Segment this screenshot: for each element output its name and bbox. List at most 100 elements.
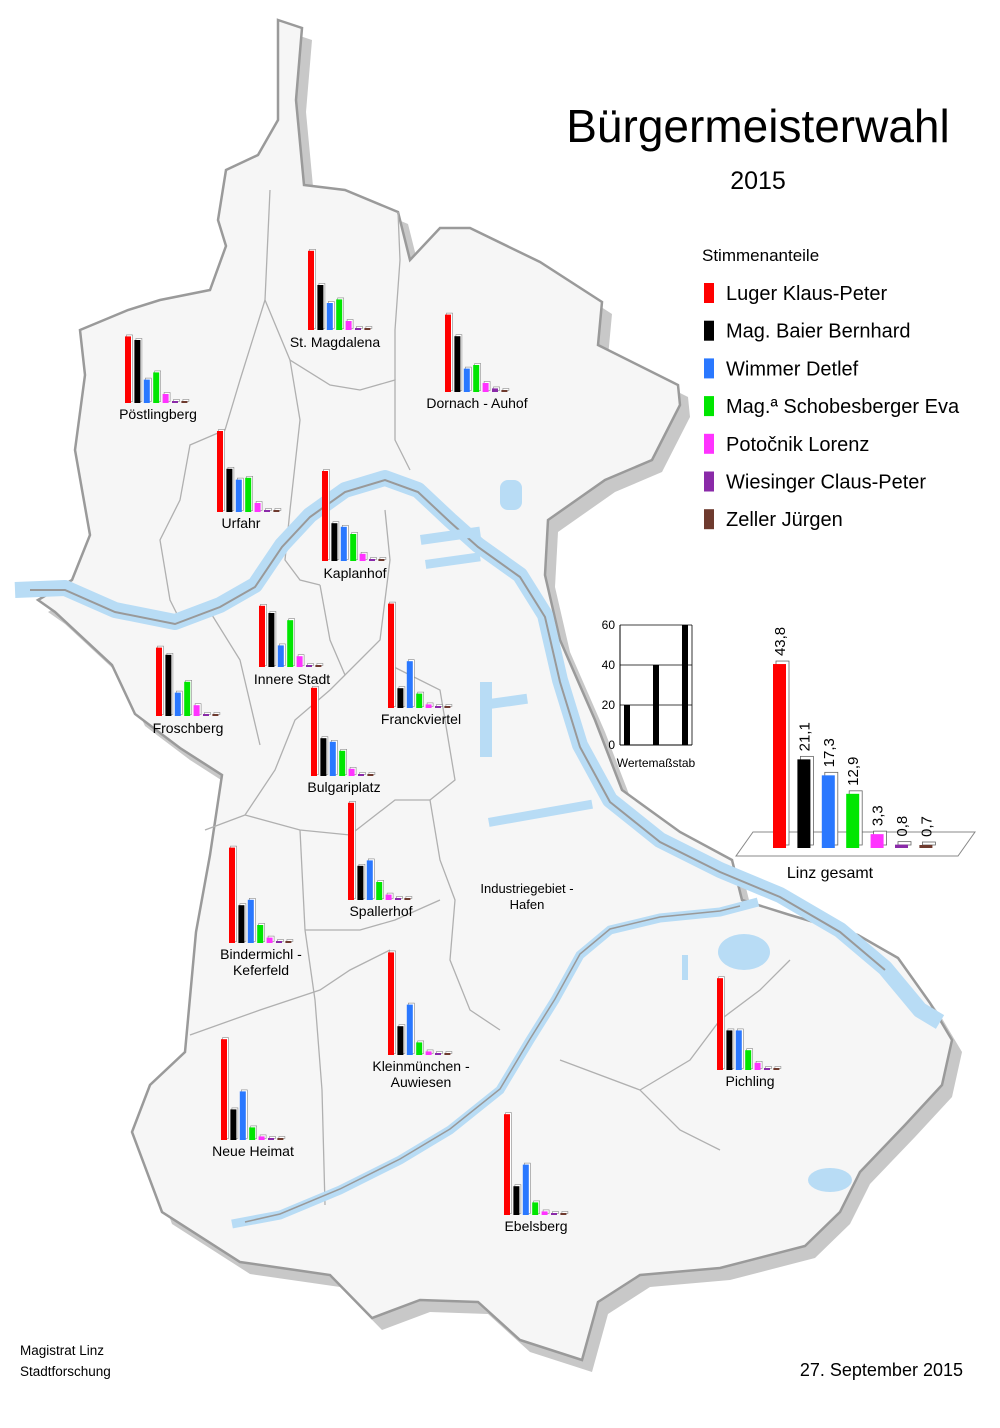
bar-luger-klaus-peter (217, 431, 223, 512)
gesamt-value-label: 12,9 (845, 757, 862, 786)
bar-potocnik-lorenz (425, 704, 432, 708)
bar-wimmer-detlef (247, 899, 254, 943)
bar-potocnik-lorenz (359, 553, 366, 561)
legend-title: Stimmenanteile (702, 246, 819, 265)
bar-potocnik-lorenz (425, 1051, 432, 1055)
district-innere-stadt: Innere Stadt (254, 603, 330, 687)
danube-river-center (30, 478, 886, 971)
bar-wimmer-detlef (174, 692, 181, 716)
bar-wiesinger-claus-peter (355, 328, 361, 330)
district-label: Ebelsberg (504, 1218, 567, 1234)
bar-wiesinger-claus-peter (435, 1053, 441, 1055)
map-year: 2015 (730, 167, 786, 195)
district-charts: St. Magdalena Pöstlingberg Dornach - Auhof… (119, 249, 782, 1234)
district-bulgariplatz: Bulgariplatz (307, 685, 381, 795)
bar-potocnik-lorenz (482, 383, 489, 392)
gesamt-value-label: 0,8 (894, 816, 911, 837)
bar-wimmer-detlef (463, 368, 470, 392)
bar-mag-schobesberger-eva (153, 372, 160, 403)
bar-luger-klaus-peter (504, 1114, 510, 1215)
bar-luger-klaus-peter (125, 336, 131, 403)
bar-potocnik-lorenz (258, 1136, 265, 1140)
district-franckviertel: Franckviertel (381, 601, 461, 727)
bar-zeller-jurgen (181, 401, 188, 403)
gesamt-bar-mag-baier-bernhard (797, 759, 811, 848)
bar-potocnik-lorenz (162, 394, 169, 403)
bar-mag-baier-bernhard (317, 285, 324, 330)
value-scale: 0 20 40 60 Wertemaßstab (602, 618, 696, 770)
traun-river-center (244, 905, 741, 1223)
gesamt-value-label: 17,3 (821, 738, 838, 767)
legend-label-mag-baier-bernhard: Mag. Baier Bernhard (726, 321, 911, 343)
legend-swatch-mag-schobesberger-eva (704, 396, 714, 417)
bar-zeller-jurgen (285, 941, 292, 943)
district-neue-heimat: Neue Heimat (212, 1037, 294, 1159)
bar-luger-klaus-peter (229, 847, 235, 943)
legend-swatch-wiesinger-claus-peter (704, 471, 714, 492)
bar-zeller-jurgen (273, 510, 280, 512)
scale-bar-60 (682, 625, 688, 745)
legend-label-wiesinger-claus-peter: Wiesinger Claus-Peter (726, 472, 926, 494)
legend-swatch-mag-baier-bernhard (704, 320, 714, 341)
bar-wiesinger-claus-peter (358, 774, 364, 776)
district-urfahr: Urfahr (217, 429, 282, 531)
district-kaplanhof: Kaplanhof (322, 469, 387, 581)
bar-wiesinger-claus-peter (268, 1138, 274, 1140)
district-label: Pöstlingberg (119, 406, 197, 422)
bar-wiesinger-claus-peter (306, 665, 312, 667)
district-froschberg: Froschberg (153, 645, 224, 736)
bar-luger-klaus-peter (311, 687, 317, 776)
bar-potocnik-lorenz (296, 656, 303, 667)
bar-mag-baier-bernhard (331, 523, 338, 561)
bar-wimmer-detlef (326, 303, 333, 330)
bar-luger-klaus-peter (156, 647, 162, 716)
bar-mag-baier-bernhard (238, 905, 245, 943)
gesamt-bar-luger-klaus-peter (773, 664, 786, 848)
gesamt-bar-shadow (897, 841, 912, 846)
gesamt-label: Linz gesamt (787, 865, 874, 882)
bar-potocnik-lorenz (345, 321, 352, 330)
bar-wimmer-detlef (366, 860, 373, 900)
bar-wiesinger-claus-peter (264, 510, 270, 512)
district-label: Froschberg (153, 720, 224, 736)
legend-swatch-potocnik-lorenz (704, 433, 714, 454)
bar-wiesinger-claus-peter (435, 706, 441, 708)
bar-mag-schobesberger-eva (257, 925, 264, 943)
scale-bar-40 (653, 665, 659, 745)
bar-luger-klaus-peter (221, 1039, 227, 1140)
legend-label-potocnik-lorenz: Potočnik Lorenz (726, 434, 869, 456)
bar-zeller-jurgen (378, 559, 385, 561)
gesamt-bar-mag-schobesberger-eva (846, 793, 860, 848)
bar-potocnik-lorenz (541, 1211, 548, 1215)
gesamt-value-label: 0,7 (918, 816, 935, 837)
legend-swatch-zeller-jurgen (704, 509, 714, 530)
industrie-label: Industriegebiet -Hafen (480, 881, 573, 912)
danube-river (14, 470, 945, 1029)
district-ebelsberg: Ebelsberg (504, 1112, 569, 1234)
bar-zeller-jurgen (404, 898, 411, 900)
district-label: Dornach - Auhof (426, 395, 527, 411)
scale-tick-60: 60 (602, 618, 616, 632)
city-outline (35, 18, 954, 1362)
bar-luger-klaus-peter (445, 314, 451, 392)
bar-wiesinger-claus-peter (395, 898, 401, 900)
district-boundaries (159, 189, 791, 1206)
gesamt-value-label: 21,1 (796, 722, 813, 751)
bar-wimmer-detlef (143, 379, 150, 403)
bar-wimmer-detlef (735, 1030, 742, 1070)
bar-mag-baier-bernhard (230, 1109, 237, 1140)
district-label: Pichling (725, 1073, 774, 1089)
bar-mag-baier-bernhard (397, 1026, 404, 1055)
bar-mag-baier-bernhard (268, 613, 275, 667)
bar-wiesinger-claus-peter (492, 388, 498, 392)
bar-wimmer-detlef (239, 1091, 246, 1140)
scale-tick-20: 20 (602, 698, 616, 712)
district-label: Kaplanhof (323, 565, 386, 581)
bar-mag-baier-bernhard (454, 336, 461, 392)
bar-potocnik-lorenz (754, 1062, 761, 1070)
bar-luger-klaus-peter (388, 603, 394, 708)
district-pichling: Pichling (717, 976, 782, 1089)
bar-wimmer-detlef (522, 1164, 529, 1215)
scale-label: Wertemaßstab (617, 756, 696, 770)
